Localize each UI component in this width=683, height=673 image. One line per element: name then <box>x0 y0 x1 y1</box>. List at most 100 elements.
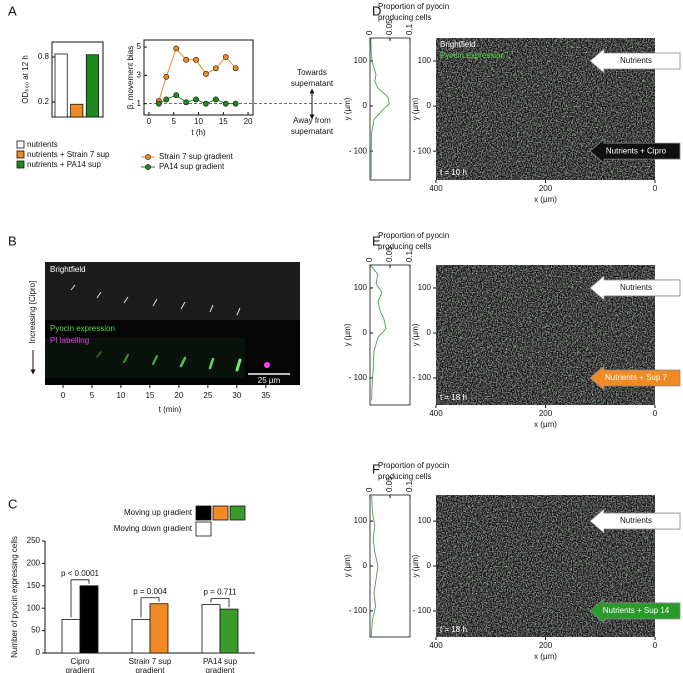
profile-title: producing cells <box>378 472 431 481</box>
x-tick-label: 200 <box>539 409 553 418</box>
legend-swatch <box>16 160 25 169</box>
x-tick-label: 15 <box>145 391 154 400</box>
x-tick-label: 5 <box>172 117 177 126</box>
x-axis-label: x (µm) <box>534 420 557 429</box>
y-axis-label: y (µm) <box>411 554 420 577</box>
legend-label: Strain 7 sup gradient <box>159 152 234 161</box>
y-tick-label: 150 <box>27 581 41 590</box>
point <box>222 54 229 60</box>
x-tick-label: PA14 sup <box>203 657 238 666</box>
x-tick-label: 10 <box>116 391 125 400</box>
y-axis-label: y (µm) <box>343 97 352 120</box>
y-tick-label: 3 <box>137 70 142 79</box>
y-tick-label: 100 <box>418 283 432 292</box>
time-label: t = 10 h <box>440 168 467 177</box>
streak <box>96 351 102 358</box>
x-axis-label: x (µm) <box>534 195 557 204</box>
streak <box>208 357 215 370</box>
x-tick-label: 30 <box>232 391 241 400</box>
x-tick-label: 35 <box>261 391 270 400</box>
bar <box>201 604 221 654</box>
y-tick-label: - 100 <box>349 146 368 155</box>
legend-label: PA14 sup gradient <box>159 162 225 171</box>
streak <box>209 304 214 313</box>
y-axis-label: y (µm) <box>411 97 420 120</box>
p-value: p = 0.711 <box>204 588 238 597</box>
x-tick-label: Cipro <box>70 657 90 666</box>
x-tick-label: 200 <box>539 641 553 650</box>
profile-frame <box>369 494 411 638</box>
panel-label: A <box>8 3 17 18</box>
x-tick-label: 400 <box>429 184 443 193</box>
y-axis-label: β, movement bias <box>126 46 135 109</box>
point <box>163 73 170 80</box>
panel-label: B <box>8 233 17 248</box>
x-tick-label: gradient <box>136 666 166 673</box>
point <box>193 96 199 103</box>
p-value: p < 0.0001 <box>61 569 100 578</box>
channel-label: Pyocin expression <box>50 324 115 333</box>
x-tick-label: 0.05 <box>385 476 394 492</box>
y-tick-label: 100 <box>354 516 368 525</box>
profile-line <box>370 265 387 401</box>
x-tick-label: 0.1 <box>405 250 414 262</box>
profile-title: producing cells <box>378 13 431 22</box>
profile-title: Proportion of pyocin <box>378 2 449 11</box>
significance-bracket <box>210 598 230 608</box>
streak <box>235 358 242 372</box>
x-tick-label: 0 <box>653 184 658 193</box>
overlay-label: Pyocin expression <box>440 51 505 60</box>
point <box>232 65 239 72</box>
x-tick-label: 0.1 <box>405 480 414 492</box>
x-tick-label: gradient <box>206 666 236 673</box>
y-axis-label: y (µm) <box>411 323 420 346</box>
arrow-label: Nutrients <box>620 56 652 65</box>
point <box>163 96 170 103</box>
streak <box>70 284 76 291</box>
annotation: Away from <box>293 116 331 125</box>
bar <box>79 585 99 654</box>
x-tick-label: 0 <box>365 257 374 262</box>
overlay-label: Brightfield <box>440 40 476 49</box>
streak <box>123 354 129 363</box>
x-axis-label: t (min) <box>159 405 182 414</box>
profile-line <box>370 494 379 638</box>
y-tick-label: 0.2 <box>38 97 50 106</box>
fluorescence-haze <box>45 338 245 378</box>
panel-label: D <box>372 3 381 18</box>
x-tick-label: 400 <box>429 409 443 418</box>
legend-label: Moving down gradient <box>114 524 193 533</box>
point <box>212 96 219 103</box>
y-tick-label: 50 <box>31 626 40 635</box>
y-tick-label: 5 <box>137 42 142 51</box>
streak <box>179 356 187 368</box>
source-arrow <box>589 365 681 391</box>
arrow-label: Nutrients <box>620 283 652 292</box>
x-tick-label: 20 <box>244 117 253 126</box>
y-tick-label: - 100 <box>349 606 368 615</box>
source-arrow <box>589 598 681 624</box>
x-tick-label: 200 <box>539 184 553 193</box>
x-tick-label: 15 <box>219 117 228 126</box>
y-tick-label: 100 <box>27 603 41 612</box>
y-tick-label: 0 <box>363 328 368 337</box>
x-tick-label: 0 <box>61 391 66 400</box>
x-tick-label: 0.05 <box>385 246 394 262</box>
y-tick-label: 200 <box>27 559 41 568</box>
time-label: t = 18 h <box>440 625 467 634</box>
channel-label: Brightfield <box>50 265 86 274</box>
x-tick-label: Strain 7 sup <box>129 657 172 666</box>
bar <box>61 619 81 654</box>
x-tick-label: 10 <box>194 117 203 126</box>
bar <box>131 619 151 654</box>
x-tick-label: 25 <box>203 391 212 400</box>
profile-title: Proportion of pyocin <box>378 231 449 240</box>
bar <box>54 53 68 118</box>
point <box>212 65 219 72</box>
point <box>232 100 239 107</box>
point <box>222 100 229 107</box>
legend-swatch <box>229 505 246 521</box>
x-tick-label: gradient <box>66 666 96 673</box>
y-tick-label: 100 <box>418 56 432 65</box>
